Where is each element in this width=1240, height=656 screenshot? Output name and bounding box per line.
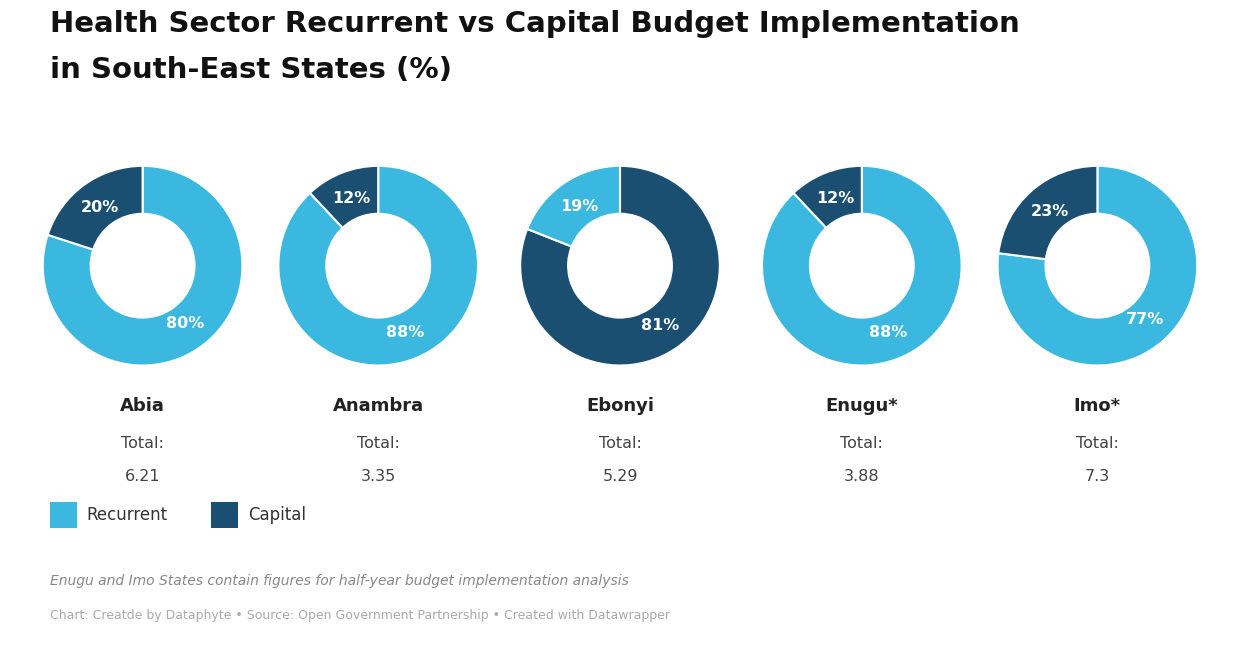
Text: 3.88: 3.88 [844, 469, 879, 484]
Text: 80%: 80% [166, 316, 203, 331]
Wedge shape [310, 166, 378, 228]
Text: Enugu*: Enugu* [826, 397, 898, 415]
Text: Abia: Abia [120, 397, 165, 415]
Wedge shape [47, 166, 143, 250]
Text: Anambra: Anambra [332, 397, 424, 415]
Text: Chart: Creatde by Dataphyte • Source: Open Government Partnership • Created with: Chart: Creatde by Dataphyte • Source: Op… [50, 609, 670, 622]
Wedge shape [794, 166, 862, 228]
Text: Total:: Total: [122, 436, 164, 451]
Text: 6.21: 6.21 [125, 469, 160, 484]
Text: Health Sector Recurrent vs Capital Budget Implementation: Health Sector Recurrent vs Capital Budge… [50, 10, 1019, 38]
Text: 7.3: 7.3 [1085, 469, 1110, 484]
Text: Total:: Total: [1076, 436, 1118, 451]
Text: in South-East States (%): in South-East States (%) [50, 56, 451, 84]
Text: 88%: 88% [386, 325, 424, 340]
Text: 12%: 12% [816, 192, 854, 207]
Text: 5.29: 5.29 [603, 469, 637, 484]
Text: 3.35: 3.35 [361, 469, 396, 484]
Text: Total:: Total: [599, 436, 641, 451]
Text: 20%: 20% [82, 200, 119, 215]
Text: Recurrent: Recurrent [87, 506, 167, 524]
Text: Capital: Capital [248, 506, 306, 524]
Wedge shape [997, 166, 1198, 365]
Wedge shape [278, 166, 479, 365]
Text: Total:: Total: [357, 436, 399, 451]
Wedge shape [527, 166, 620, 247]
Text: Enugu and Imo States contain figures for half-year budget implementation analysi: Enugu and Imo States contain figures for… [50, 574, 629, 588]
Wedge shape [520, 166, 720, 365]
Text: 88%: 88% [869, 325, 908, 340]
Text: Total:: Total: [841, 436, 883, 451]
Text: 19%: 19% [560, 199, 599, 214]
Text: Imo*: Imo* [1074, 397, 1121, 415]
Wedge shape [42, 166, 243, 365]
Wedge shape [998, 166, 1097, 259]
Text: Ebonyi: Ebonyi [587, 397, 653, 415]
Text: 23%: 23% [1030, 204, 1069, 219]
Wedge shape [761, 166, 962, 365]
Text: 81%: 81% [641, 318, 680, 333]
Text: 77%: 77% [1126, 312, 1164, 327]
Text: 12%: 12% [332, 192, 371, 207]
